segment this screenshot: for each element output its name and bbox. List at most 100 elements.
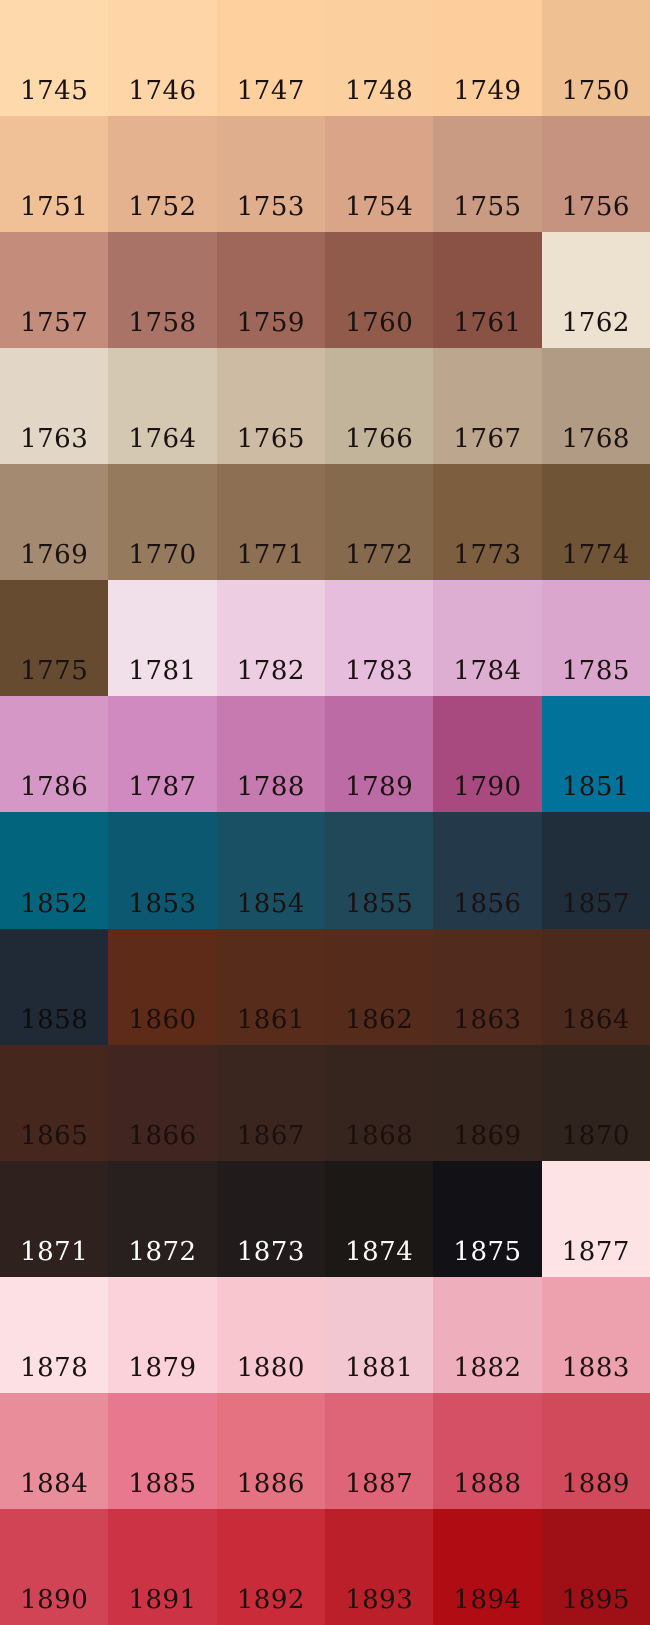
swatch-code-label: 1749: [453, 76, 522, 107]
swatch-code-label: 1872: [128, 1236, 197, 1267]
color-swatch: 1772: [325, 464, 434, 581]
color-swatch: 1763: [0, 348, 109, 465]
color-swatch: 1748: [325, 0, 434, 117]
color-swatch: 1851: [541, 696, 650, 813]
swatch-code-label: 1868: [345, 1120, 414, 1151]
color-swatch: 1891: [108, 1508, 217, 1625]
swatch-code-label: 1790: [453, 772, 522, 803]
color-swatch: 1753: [216, 116, 325, 233]
swatch-code-label: 1752: [128, 192, 197, 223]
swatch-code-label: 1891: [128, 1584, 197, 1615]
swatch-code-label: 1750: [561, 76, 630, 107]
color-swatch: 1862: [325, 928, 434, 1045]
swatch-code-label: 1772: [345, 540, 414, 571]
swatch-code-label: 1769: [20, 540, 89, 571]
swatch-code-label: 1785: [561, 656, 630, 687]
color-swatch: 1875: [433, 1160, 542, 1277]
color-swatch: 1855: [325, 812, 434, 929]
swatch-code-label: 1760: [345, 308, 414, 339]
swatch-code-label: 1748: [345, 76, 414, 107]
swatch-code-label: 1884: [20, 1468, 89, 1499]
color-swatch: 1892: [216, 1508, 325, 1625]
color-swatch: 1781: [108, 580, 217, 697]
swatch-code-label: 1890: [20, 1584, 89, 1615]
color-swatch: 1786: [0, 696, 109, 813]
swatch-code-label: 1858: [20, 1004, 89, 1035]
swatch-code-label: 1894: [453, 1584, 522, 1615]
color-swatch: 1853: [108, 812, 217, 929]
swatch-code-label: 1759: [236, 308, 305, 339]
color-swatch: 1881: [325, 1276, 434, 1393]
color-swatch: 1751: [0, 116, 109, 233]
swatch-code-label: 1881: [345, 1352, 414, 1383]
swatch-code-label: 1754: [345, 192, 414, 223]
color-swatch: 1761: [433, 232, 542, 349]
swatch-code-label: 1851: [561, 772, 630, 803]
swatch-code-label: 1781: [128, 656, 197, 687]
swatch-code-label: 1882: [453, 1352, 522, 1383]
color-swatch: 1746: [108, 0, 217, 117]
color-swatch: 1788: [216, 696, 325, 813]
color-swatch: 1783: [325, 580, 434, 697]
swatch-code-label: 1870: [561, 1120, 630, 1151]
swatch-code-label: 1869: [453, 1120, 522, 1151]
swatch-code-label: 1885: [128, 1468, 197, 1499]
color-swatch: 1878: [0, 1276, 109, 1393]
swatch-code-label: 1871: [20, 1236, 89, 1267]
swatch-code-label: 1771: [236, 540, 305, 571]
swatch-code-label: 1770: [128, 540, 197, 571]
color-swatch: 1758: [108, 232, 217, 349]
color-swatch: 1873: [216, 1160, 325, 1277]
color-swatch: 1871: [0, 1160, 109, 1277]
color-swatch: 1886: [216, 1392, 325, 1509]
swatch-code-label: 1860: [128, 1004, 197, 1035]
color-swatch: 1749: [433, 0, 542, 117]
swatch-code-label: 1783: [345, 656, 414, 687]
color-swatch: 1868: [325, 1044, 434, 1161]
swatch-code-label: 1867: [236, 1120, 305, 1151]
color-swatch: 1770: [108, 464, 217, 581]
color-swatch: 1747: [216, 0, 325, 117]
swatch-code-label: 1854: [236, 888, 305, 919]
swatch-code-label: 1746: [128, 76, 197, 107]
color-swatch: 1754: [325, 116, 434, 233]
color-swatch: 1764: [108, 348, 217, 465]
color-swatch: 1866: [108, 1044, 217, 1161]
swatch-code-label: 1761: [453, 308, 522, 339]
color-swatch: 1762: [541, 232, 650, 349]
swatch-code-label: 1758: [128, 308, 197, 339]
color-swatch: 1765: [216, 348, 325, 465]
color-swatch: 1789: [325, 696, 434, 813]
color-swatch: 1860: [108, 928, 217, 1045]
swatch-code-label: 1784: [453, 656, 522, 687]
swatch-code-label: 1887: [345, 1468, 414, 1499]
color-swatch: 1895: [541, 1508, 650, 1625]
swatch-code-label: 1857: [561, 888, 630, 919]
swatch-code-label: 1892: [236, 1584, 305, 1615]
swatch-code-label: 1856: [453, 888, 522, 919]
swatch-code-label: 1861: [236, 1004, 305, 1035]
color-swatch: 1882: [433, 1276, 542, 1393]
color-swatch: 1752: [108, 116, 217, 233]
color-swatch: 1852: [0, 812, 109, 929]
swatch-code-label: 1774: [561, 540, 630, 571]
color-swatch: 1887: [325, 1392, 434, 1509]
swatch-code-label: 1768: [561, 424, 630, 455]
swatch-code-label: 1767: [453, 424, 522, 455]
swatch-code-label: 1873: [236, 1236, 305, 1267]
swatch-code-label: 1866: [128, 1120, 197, 1151]
swatch-code-label: 1764: [128, 424, 197, 455]
color-swatch: 1768: [541, 348, 650, 465]
color-swatch: 1880: [216, 1276, 325, 1393]
color-swatch: 1774: [541, 464, 650, 581]
swatch-code-label: 1874: [345, 1236, 414, 1267]
swatch-code-label: 1745: [20, 76, 89, 107]
color-swatch: 1857: [541, 812, 650, 929]
color-swatch: 1767: [433, 348, 542, 465]
swatch-code-label: 1787: [128, 772, 197, 803]
swatch-code-label: 1863: [453, 1004, 522, 1035]
swatch-code-label: 1886: [236, 1468, 305, 1499]
color-swatch: 1869: [433, 1044, 542, 1161]
color-swatch: 1766: [325, 348, 434, 465]
